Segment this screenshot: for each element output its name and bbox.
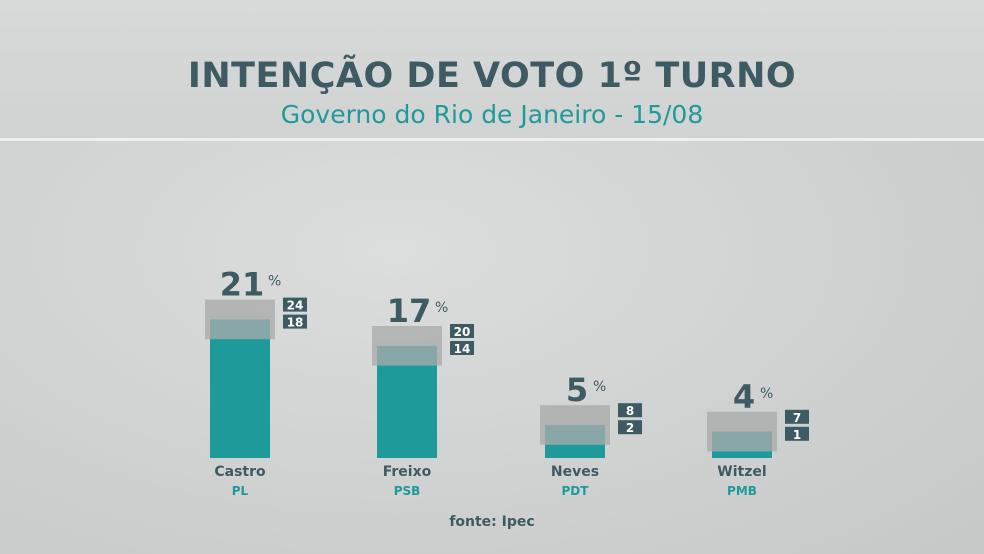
value-label: 5 (566, 371, 588, 409)
bar-castro (210, 319, 270, 458)
upper-bound-box (785, 409, 809, 424)
percent-sign: % (268, 274, 281, 290)
lower-bound-box (283, 314, 307, 329)
error-range-witzel (707, 411, 777, 452)
party-label: PL (232, 484, 249, 498)
candidate-label: Freixo (383, 464, 432, 480)
value-label: 4 (733, 378, 755, 416)
value-label: 17 (387, 292, 432, 330)
upper-bound-label: 8 (626, 404, 634, 418)
chart-subtitle: Governo do Rio de Janeiro - 15/08 (280, 100, 704, 129)
candidate-label: Castro (214, 464, 266, 480)
chart-title: INTENÇÃO DE VOTO 1º TURNO (187, 56, 797, 96)
party-label: PDT (562, 484, 590, 498)
upper-bound-box (450, 324, 474, 338)
lower-bound-box (785, 426, 809, 441)
source-note: fonte: Ipec (449, 514, 535, 530)
upper-bound-label: 20 (454, 325, 471, 339)
candidate-label: Witzel (717, 464, 766, 480)
header-divider (0, 138, 984, 141)
percent-sign: % (760, 386, 773, 402)
upper-bound-box (283, 297, 307, 312)
percent-sign: % (435, 300, 448, 316)
value-label: 21 (220, 266, 265, 304)
lower-bound-box (450, 341, 474, 355)
party-label: PMB (727, 484, 757, 498)
upper-bound-box (618, 403, 642, 418)
header-band (0, 0, 984, 138)
error-range-castro (205, 299, 275, 340)
upper-bound-label: 24 (287, 299, 304, 313)
lower-bound-label: 2 (626, 421, 634, 435)
lower-bound-box (618, 420, 642, 435)
upper-bound-label: 7 (793, 411, 801, 425)
lower-bound-label: 14 (454, 342, 471, 356)
percent-sign: % (593, 379, 606, 395)
error-range-neves (540, 405, 610, 445)
lower-bound-label: 1 (793, 428, 801, 442)
error-range-freixo (372, 326, 442, 366)
lower-bound-label: 18 (287, 316, 304, 330)
party-label: PSB (394, 484, 421, 498)
candidate-label: Neves (551, 464, 599, 480)
